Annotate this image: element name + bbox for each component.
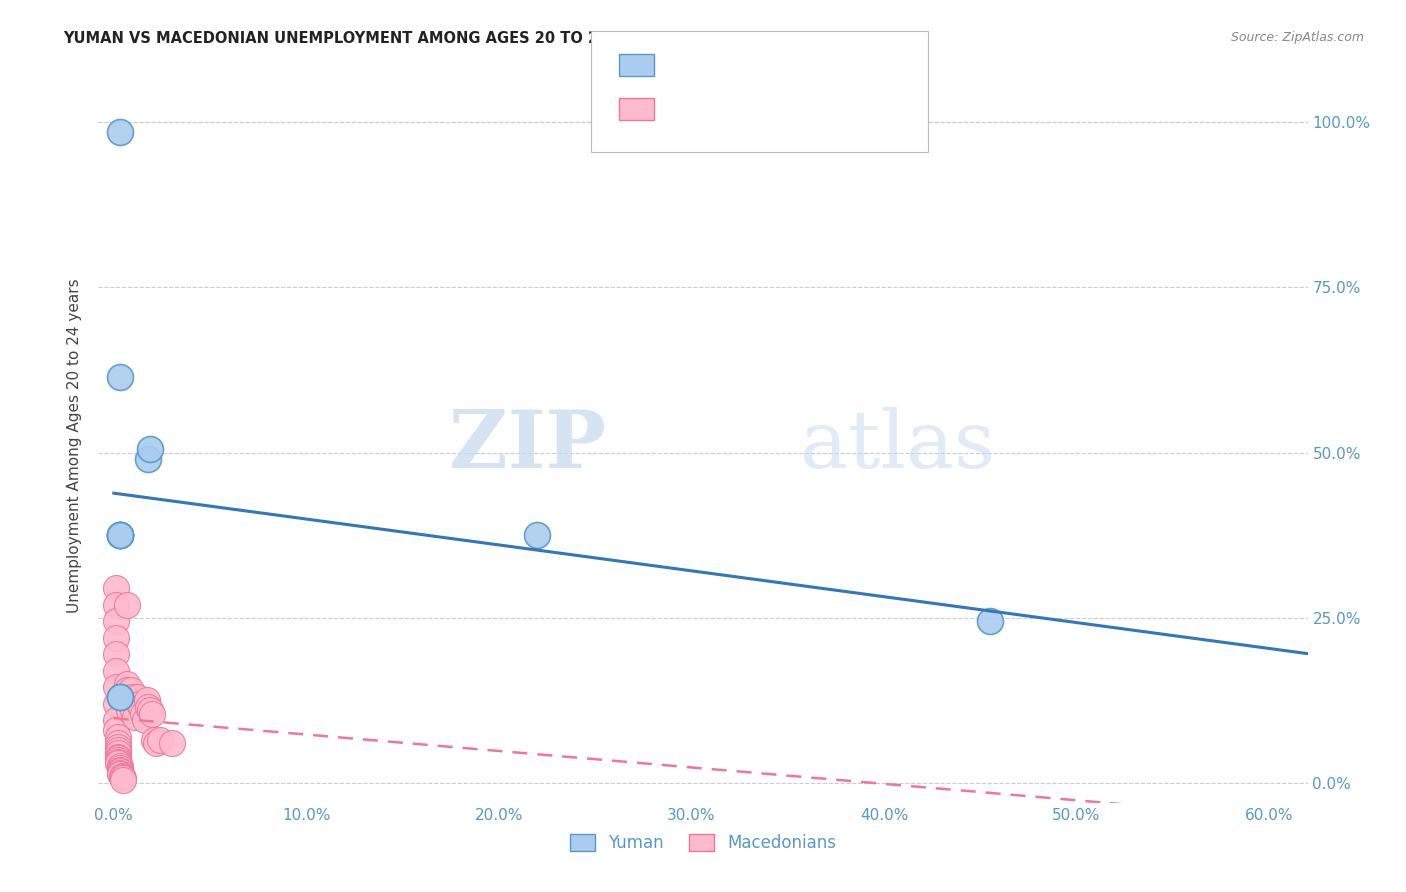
Point xyxy=(104,581,127,595)
Point xyxy=(122,703,145,717)
Point xyxy=(108,125,131,139)
Point xyxy=(112,772,135,787)
Point xyxy=(108,690,131,704)
Point xyxy=(139,442,162,457)
Point xyxy=(131,706,153,721)
Point xyxy=(107,730,129,744)
Point xyxy=(108,690,131,704)
Point xyxy=(108,761,131,775)
Point xyxy=(108,767,131,781)
Point xyxy=(117,683,139,698)
Point xyxy=(120,683,142,698)
Point xyxy=(108,763,131,777)
Point xyxy=(118,693,141,707)
Point xyxy=(145,736,167,750)
Text: R = -0.047: R = -0.047 xyxy=(661,55,758,73)
Point xyxy=(125,690,148,704)
Text: YUMAN VS MACEDONIAN UNEMPLOYMENT AMONG AGES 20 TO 24 YEARS CORRELATION CHART: YUMAN VS MACEDONIAN UNEMPLOYMENT AMONG A… xyxy=(63,31,848,46)
Point xyxy=(108,766,131,780)
Point xyxy=(104,680,127,694)
Point xyxy=(107,743,129,757)
Point xyxy=(108,528,131,542)
Point xyxy=(160,736,183,750)
Point xyxy=(107,739,129,754)
Text: N = 53: N = 53 xyxy=(787,100,849,118)
Point xyxy=(138,452,160,467)
Text: atlas: atlas xyxy=(800,407,995,485)
Point xyxy=(104,713,127,727)
Point xyxy=(107,749,129,764)
Y-axis label: Unemployment Among Ages 20 to 24 years: Unemployment Among Ages 20 to 24 years xyxy=(66,278,82,614)
Point xyxy=(104,631,127,645)
Point xyxy=(107,753,129,767)
Text: N = 12: N = 12 xyxy=(787,55,849,73)
Point xyxy=(108,369,131,384)
Point xyxy=(124,710,146,724)
Point xyxy=(108,528,131,542)
Point xyxy=(108,759,131,773)
Point xyxy=(110,770,132,784)
Point xyxy=(149,733,172,747)
Text: R = -0.208: R = -0.208 xyxy=(661,100,758,118)
Point xyxy=(104,723,127,738)
Point xyxy=(104,664,127,678)
Point xyxy=(107,756,129,771)
Text: ZIP: ZIP xyxy=(450,407,606,485)
Point xyxy=(128,697,150,711)
Point xyxy=(117,598,139,612)
Legend: Yuman, Macedonians: Yuman, Macedonians xyxy=(564,827,842,859)
Point xyxy=(122,693,145,707)
Point xyxy=(108,528,131,542)
Point xyxy=(141,706,163,721)
Point xyxy=(104,647,127,661)
Point xyxy=(135,693,157,707)
Point xyxy=(107,746,129,760)
Point xyxy=(107,736,129,750)
Point xyxy=(104,598,127,612)
Point xyxy=(139,703,162,717)
Point xyxy=(138,700,160,714)
Point xyxy=(107,751,129,765)
Point xyxy=(108,528,131,542)
Point xyxy=(129,700,152,714)
Point xyxy=(104,614,127,628)
Point xyxy=(104,697,127,711)
Point xyxy=(134,713,156,727)
Point xyxy=(112,772,135,786)
Point xyxy=(108,764,131,778)
Point xyxy=(118,703,141,717)
Point xyxy=(120,690,142,704)
Point xyxy=(117,677,139,691)
Text: Source: ZipAtlas.com: Source: ZipAtlas.com xyxy=(1230,31,1364,45)
Point xyxy=(110,769,132,783)
Point xyxy=(526,528,548,542)
Point xyxy=(143,733,166,747)
Point xyxy=(107,755,129,769)
Point xyxy=(979,614,1001,628)
